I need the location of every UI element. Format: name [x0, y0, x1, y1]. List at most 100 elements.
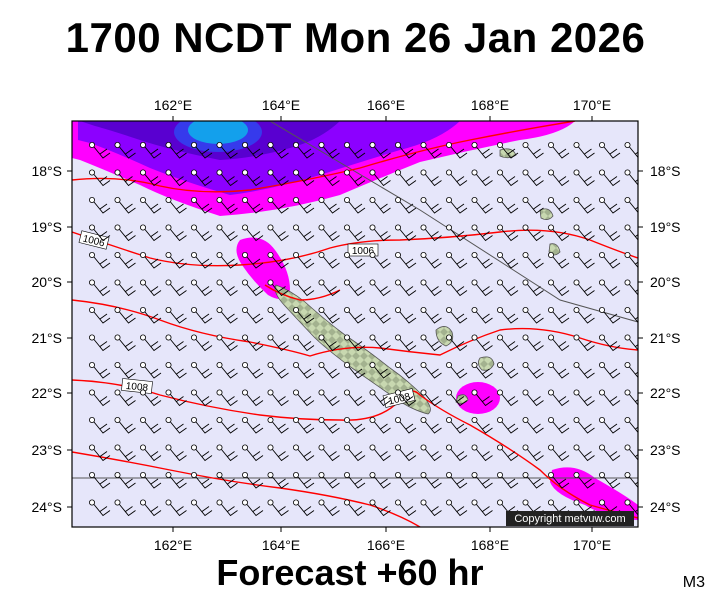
lat-label-left: 23°S: [31, 442, 62, 458]
wind-barb: [165, 196, 187, 214]
wind-barb: [216, 169, 238, 187]
wind-barb: [573, 224, 595, 242]
land-grande-terre: [274, 284, 431, 415]
wind-barb: [292, 224, 315, 242]
wind-barb: [216, 334, 238, 352]
wind-barb: [445, 471, 468, 489]
wind-barb: [394, 444, 417, 462]
wind-barb: [267, 224, 289, 242]
wind-barb: [267, 416, 289, 434]
wind-barb: [496, 334, 519, 352]
wind-barb: [343, 224, 366, 242]
wind-barb: [89, 251, 111, 269]
wind-barb: [241, 169, 264, 187]
wind-barb: [190, 334, 213, 352]
forecast-label: Forecast +60 hr: [216, 552, 484, 593]
wind-barb: [267, 444, 289, 462]
wind-barb: [114, 141, 136, 159]
wind-barb: [89, 196, 111, 214]
svg-text:1008: 1008: [387, 391, 412, 407]
wind-barb: [216, 499, 238, 517]
wind-barb: [548, 416, 570, 434]
wind-barb: [318, 224, 340, 242]
wind-barb: [445, 141, 468, 159]
wind-barb: [114, 471, 136, 489]
lon-label-bottom: 168°E: [471, 537, 509, 553]
wind-barb: [139, 141, 162, 159]
wind-barb: [216, 361, 238, 379]
wind-barb: [267, 169, 289, 187]
lon-label-top: 170°E: [573, 97, 611, 113]
isobar-5: [72, 451, 421, 527]
wind-barb: [496, 141, 519, 159]
wind-barb: [292, 471, 315, 489]
wind-barb: [548, 251, 570, 269]
copyright-box: [506, 511, 634, 526]
wind-barb: [420, 169, 442, 187]
lon-label-bottom: 170°E: [573, 537, 611, 553]
wind-barb: [496, 389, 519, 407]
wind-barb: [89, 224, 111, 242]
wind-barb: [624, 499, 638, 516]
wind-barb: [369, 196, 391, 214]
wind-barb: [343, 389, 366, 407]
wind-barb: [496, 471, 519, 489]
lat-label-left: 18°S: [31, 163, 62, 179]
wind-barb: [496, 279, 519, 297]
model-code: M3: [682, 574, 705, 591]
wind-barb: [369, 499, 391, 517]
wind-barb: [394, 361, 417, 379]
wind-barb: [267, 334, 289, 352]
wind-barb: [216, 196, 238, 214]
wind-barb: [522, 471, 544, 489]
wind-barb: [599, 444, 621, 462]
wind-barb: [471, 224, 493, 242]
wind-barb: [216, 224, 238, 242]
wind-barb: [267, 306, 289, 324]
wind-barb: [114, 444, 136, 462]
wind-barb: [292, 306, 315, 324]
wind-barb: [471, 471, 493, 489]
wind-barb: [241, 251, 264, 269]
wind-barb: [343, 444, 366, 462]
wind-barb: [471, 416, 493, 434]
wind-barb: [369, 361, 391, 379]
wind-barb: [445, 306, 468, 324]
wind-barb: [216, 279, 238, 297]
wind-barb: [318, 306, 340, 324]
wind-barb: [318, 361, 340, 379]
wind-barb: [394, 334, 417, 352]
isobar-6: [264, 284, 341, 301]
wind-barb: [471, 141, 493, 159]
wind-barb: [573, 169, 595, 187]
wind-barb: [522, 499, 544, 517]
wind-barb: [599, 279, 621, 297]
wind-barb: [420, 224, 442, 242]
lon-label-top: 166°E: [367, 97, 405, 113]
wind-barb: [343, 251, 366, 269]
boundary-line-diagonal: [269, 121, 638, 323]
wind-barb: [548, 196, 570, 214]
wind-barb: [573, 334, 595, 352]
map-title: 1700 NCDT Mon 26 Jan 2026: [65, 14, 646, 61]
wind-barb: [548, 169, 570, 187]
wind-barb: [420, 196, 442, 214]
wind-barb: [445, 224, 468, 242]
wind-barb: [216, 471, 238, 489]
wind-barb: [599, 196, 621, 214]
wind-barb: [139, 444, 162, 462]
wind-barb: [89, 306, 111, 324]
wind-barb: [267, 279, 289, 297]
wind-barb: [496, 444, 519, 462]
wind-barb: [624, 279, 638, 296]
wind-barb: [139, 361, 162, 379]
wind-barb: [394, 196, 417, 214]
wind-barb: [394, 141, 417, 159]
rain-area-west: [236, 237, 290, 299]
wind-barb: [318, 251, 340, 269]
wind-barb: [522, 361, 544, 379]
wind-barb: [165, 499, 187, 517]
lon-label-top: 162°E: [154, 97, 192, 113]
wind-barb: [190, 444, 213, 462]
